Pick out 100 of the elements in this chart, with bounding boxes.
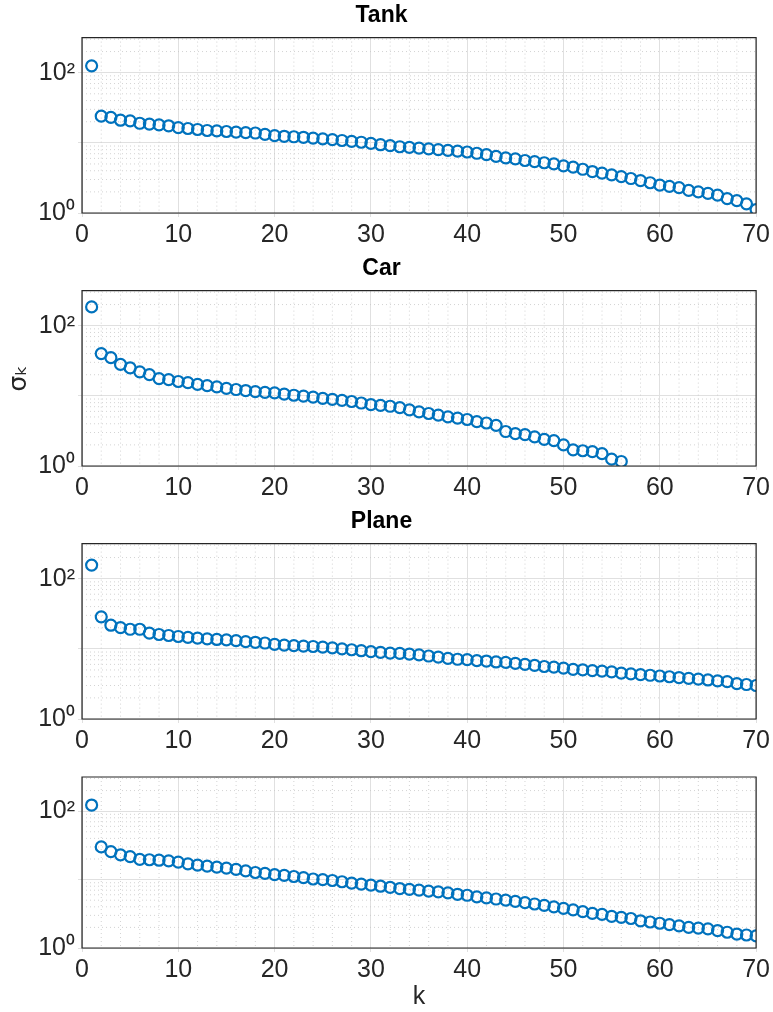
- x-tick-label: 0: [75, 218, 89, 247]
- x-tick-label: 60: [645, 724, 674, 753]
- x-tick-label: 60: [645, 953, 674, 982]
- point: [441, 410, 455, 424]
- x-tick-label: 40: [453, 724, 482, 753]
- x-tick-label: 70: [742, 953, 770, 982]
- x-tick-label: 50: [549, 471, 578, 500]
- point: [354, 396, 368, 410]
- x-tick-label: 10: [164, 471, 193, 500]
- point: [518, 428, 532, 442]
- y-tick-label: 10²: [38, 56, 75, 85]
- y-tick-label: 10⁰: [38, 449, 75, 478]
- x-axis-title: k: [412, 980, 426, 1009]
- chart-title: Plane: [350, 507, 413, 534]
- point: [576, 444, 590, 458]
- point: [450, 411, 465, 425]
- point: [219, 381, 234, 395]
- point: [316, 391, 330, 405]
- point: [605, 452, 619, 466]
- point: [287, 388, 301, 402]
- x-tick-label: 40: [453, 953, 482, 982]
- point: [104, 351, 118, 365]
- chart-title: Tank: [355, 1, 408, 28]
- point: [383, 399, 397, 413]
- point: [152, 372, 166, 386]
- y-tick-label: 10²: [38, 562, 75, 591]
- point: [325, 392, 339, 406]
- point: [508, 426, 522, 441]
- point: [335, 393, 349, 408]
- x-tick-label: 20: [260, 953, 289, 982]
- point: [171, 374, 185, 389]
- y-tick-label: 10⁰: [38, 702, 75, 731]
- x-tick-label: 50: [549, 218, 578, 247]
- y-tick-label: 10²: [38, 795, 75, 824]
- x-tick-label: 10: [164, 218, 193, 247]
- x-tick-label: 10: [164, 953, 193, 982]
- x-tick-label: 70: [742, 218, 770, 247]
- chart-title: Car: [362, 254, 401, 281]
- point: [393, 400, 407, 415]
- y-tick-label: 10⁰: [38, 196, 75, 225]
- point: [268, 386, 282, 400]
- point: [133, 365, 147, 379]
- point: [595, 447, 609, 461]
- point: [537, 432, 551, 446]
- x-tick-label: 40: [453, 218, 482, 247]
- x-tick-label: 10: [164, 724, 193, 753]
- x-tick-label: 30: [356, 724, 385, 753]
- point: [258, 385, 272, 399]
- point: [85, 300, 99, 314]
- point: [402, 403, 417, 417]
- point: [479, 416, 494, 430]
- point: [239, 383, 253, 398]
- point: [296, 389, 311, 403]
- point: [460, 412, 474, 427]
- point: [162, 373, 176, 387]
- point: [277, 387, 291, 401]
- point: [489, 418, 503, 432]
- point: [556, 438, 571, 452]
- x-tick-label: 30: [356, 471, 385, 500]
- point: [345, 394, 359, 409]
- point: [528, 430, 542, 444]
- x-tick-label: 20: [260, 724, 289, 753]
- x-tick-label: 70: [742, 471, 770, 500]
- x-tick-label: 60: [645, 471, 674, 500]
- x-tick-label: 40: [453, 471, 482, 500]
- point: [306, 390, 320, 404]
- x-tick-label: 20: [260, 471, 289, 500]
- point: [373, 398, 388, 413]
- point: [210, 380, 224, 394]
- point: [614, 454, 628, 466]
- point: [422, 406, 436, 421]
- y-tick-label: 10⁰: [38, 931, 75, 960]
- point: [181, 376, 195, 390]
- x-tick-label: 20: [260, 218, 289, 247]
- point: [200, 378, 214, 393]
- x-tick-label: 0: [75, 724, 89, 753]
- point: [585, 445, 599, 459]
- x-tick-label: 60: [645, 218, 674, 247]
- x-tick-label: 50: [549, 953, 578, 982]
- x-tick-label: 30: [356, 218, 385, 247]
- x-tick-label: 0: [75, 471, 89, 500]
- point: [364, 398, 378, 412]
- point: [412, 405, 426, 419]
- x-tick-label: 50: [549, 724, 578, 753]
- point: [547, 434, 561, 448]
- x-tick-label: 70: [742, 724, 770, 753]
- point: [229, 382, 243, 397]
- point: [566, 443, 580, 457]
- y-axis-title: σₖ: [2, 365, 32, 392]
- point: [248, 384, 262, 399]
- point: [94, 346, 108, 361]
- point: [470, 414, 484, 429]
- point: [499, 424, 513, 439]
- x-tick-label: 30: [356, 953, 385, 982]
- point: [431, 408, 445, 422]
- x-tick-label: 0: [75, 953, 89, 982]
- point: [190, 377, 205, 391]
- point: [142, 368, 157, 382]
- point: [113, 357, 128, 372]
- y-tick-label: 10²: [38, 309, 75, 338]
